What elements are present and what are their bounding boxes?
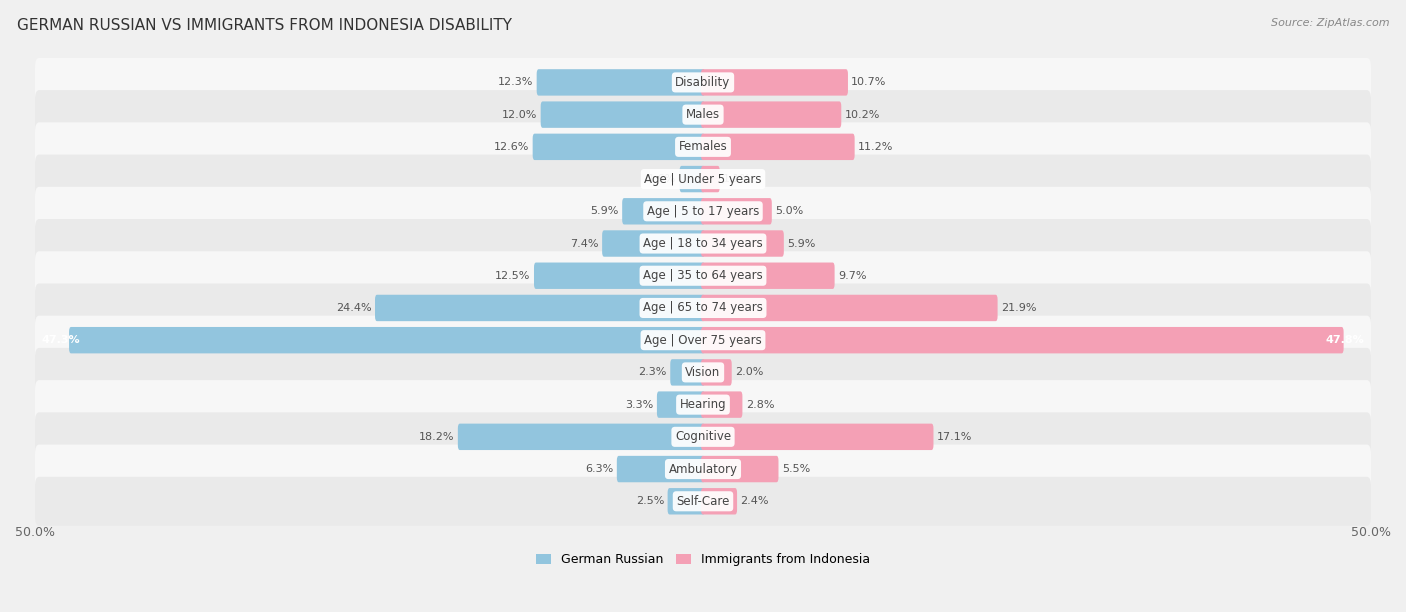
Text: 2.3%: 2.3%	[638, 367, 666, 378]
Text: Age | 65 to 74 years: Age | 65 to 74 years	[643, 302, 763, 315]
Text: 47.3%: 47.3%	[42, 335, 80, 345]
FancyBboxPatch shape	[702, 327, 1344, 353]
Text: 5.0%: 5.0%	[775, 206, 803, 216]
Text: 47.8%: 47.8%	[1326, 335, 1364, 345]
FancyBboxPatch shape	[702, 133, 855, 160]
FancyBboxPatch shape	[702, 230, 783, 256]
Text: 11.2%: 11.2%	[858, 142, 893, 152]
Legend: German Russian, Immigrants from Indonesia: German Russian, Immigrants from Indonesi…	[531, 548, 875, 571]
FancyBboxPatch shape	[69, 327, 704, 353]
FancyBboxPatch shape	[537, 69, 704, 95]
FancyBboxPatch shape	[702, 166, 720, 192]
FancyBboxPatch shape	[35, 122, 1371, 171]
FancyBboxPatch shape	[534, 263, 704, 289]
FancyBboxPatch shape	[35, 380, 1371, 429]
FancyBboxPatch shape	[35, 412, 1371, 461]
Text: 12.6%: 12.6%	[494, 142, 529, 152]
FancyBboxPatch shape	[702, 263, 835, 289]
FancyBboxPatch shape	[35, 58, 1371, 107]
FancyBboxPatch shape	[623, 198, 704, 225]
Text: 5.5%: 5.5%	[782, 464, 810, 474]
FancyBboxPatch shape	[533, 133, 704, 160]
Text: 5.9%: 5.9%	[787, 239, 815, 248]
FancyBboxPatch shape	[668, 488, 704, 515]
Text: 5.9%: 5.9%	[591, 206, 619, 216]
FancyBboxPatch shape	[679, 166, 704, 192]
FancyBboxPatch shape	[35, 90, 1371, 139]
Text: 18.2%: 18.2%	[419, 432, 454, 442]
Text: Females: Females	[679, 140, 727, 154]
FancyBboxPatch shape	[617, 456, 704, 482]
Text: 12.3%: 12.3%	[498, 77, 533, 88]
FancyBboxPatch shape	[702, 69, 848, 95]
FancyBboxPatch shape	[35, 316, 1371, 365]
Text: Hearing: Hearing	[679, 398, 727, 411]
Text: GERMAN RUSSIAN VS IMMIGRANTS FROM INDONESIA DISABILITY: GERMAN RUSSIAN VS IMMIGRANTS FROM INDONE…	[17, 18, 512, 34]
Text: 12.5%: 12.5%	[495, 271, 530, 281]
Text: 2.8%: 2.8%	[745, 400, 775, 409]
FancyBboxPatch shape	[35, 252, 1371, 300]
FancyBboxPatch shape	[702, 488, 737, 515]
Text: 1.6%: 1.6%	[648, 174, 676, 184]
Text: Age | 18 to 34 years: Age | 18 to 34 years	[643, 237, 763, 250]
FancyBboxPatch shape	[702, 295, 998, 321]
FancyBboxPatch shape	[35, 219, 1371, 268]
Text: Ambulatory: Ambulatory	[668, 463, 738, 476]
FancyBboxPatch shape	[35, 477, 1371, 526]
Text: Cognitive: Cognitive	[675, 430, 731, 443]
Text: Vision: Vision	[685, 366, 721, 379]
Text: 6.3%: 6.3%	[585, 464, 613, 474]
FancyBboxPatch shape	[35, 444, 1371, 493]
Text: Source: ZipAtlas.com: Source: ZipAtlas.com	[1271, 18, 1389, 28]
Text: Age | Under 5 years: Age | Under 5 years	[644, 173, 762, 185]
FancyBboxPatch shape	[35, 283, 1371, 332]
FancyBboxPatch shape	[702, 198, 772, 225]
FancyBboxPatch shape	[702, 102, 841, 128]
Text: 24.4%: 24.4%	[336, 303, 371, 313]
Text: Disability: Disability	[675, 76, 731, 89]
Text: Age | 5 to 17 years: Age | 5 to 17 years	[647, 205, 759, 218]
Text: Age | Over 75 years: Age | Over 75 years	[644, 334, 762, 346]
FancyBboxPatch shape	[702, 359, 731, 386]
FancyBboxPatch shape	[35, 187, 1371, 236]
Text: 2.0%: 2.0%	[735, 367, 763, 378]
Text: 17.1%: 17.1%	[936, 432, 972, 442]
Text: 7.4%: 7.4%	[571, 239, 599, 248]
FancyBboxPatch shape	[541, 102, 704, 128]
Text: 12.0%: 12.0%	[502, 110, 537, 119]
FancyBboxPatch shape	[375, 295, 704, 321]
FancyBboxPatch shape	[35, 348, 1371, 397]
Text: Self-Care: Self-Care	[676, 494, 730, 508]
FancyBboxPatch shape	[458, 424, 704, 450]
FancyBboxPatch shape	[671, 359, 704, 386]
Text: 21.9%: 21.9%	[1001, 303, 1036, 313]
Text: 10.7%: 10.7%	[851, 77, 887, 88]
FancyBboxPatch shape	[602, 230, 704, 256]
FancyBboxPatch shape	[35, 155, 1371, 204]
Text: 2.5%: 2.5%	[636, 496, 664, 506]
FancyBboxPatch shape	[702, 424, 934, 450]
FancyBboxPatch shape	[657, 392, 704, 418]
FancyBboxPatch shape	[702, 456, 779, 482]
Text: 2.4%: 2.4%	[741, 496, 769, 506]
Text: Age | 35 to 64 years: Age | 35 to 64 years	[643, 269, 763, 282]
Text: 9.7%: 9.7%	[838, 271, 866, 281]
FancyBboxPatch shape	[702, 392, 742, 418]
Text: Males: Males	[686, 108, 720, 121]
Text: 3.3%: 3.3%	[626, 400, 654, 409]
Text: 1.1%: 1.1%	[723, 174, 751, 184]
Text: 10.2%: 10.2%	[845, 110, 880, 119]
